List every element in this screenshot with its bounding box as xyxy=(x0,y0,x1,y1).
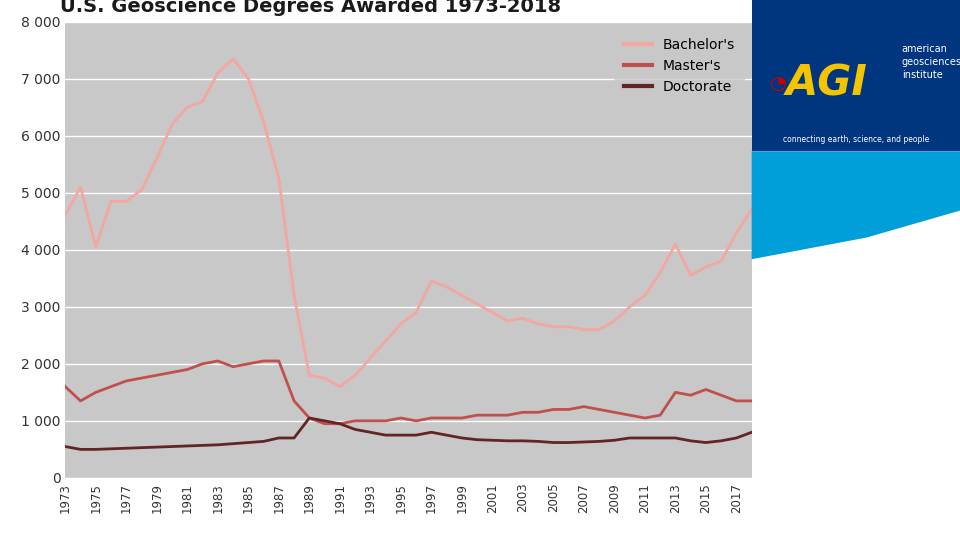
Text: AGI: AGI xyxy=(785,63,868,105)
Text: connecting earth, science, and people: connecting earth, science, and people xyxy=(782,135,929,144)
Polygon shape xyxy=(752,151,960,259)
Legend: Bachelor's, Master's, Doctorate: Bachelor's, Master's, Doctorate xyxy=(614,29,745,104)
Text: ◔: ◔ xyxy=(770,74,787,93)
Bar xyxy=(752,0,960,151)
Text: american
geosciences
institute: american geosciences institute xyxy=(901,44,960,80)
Text: U.S. Geoscience Degrees Awarded 1973-2018: U.S. Geoscience Degrees Awarded 1973-201… xyxy=(60,0,562,16)
